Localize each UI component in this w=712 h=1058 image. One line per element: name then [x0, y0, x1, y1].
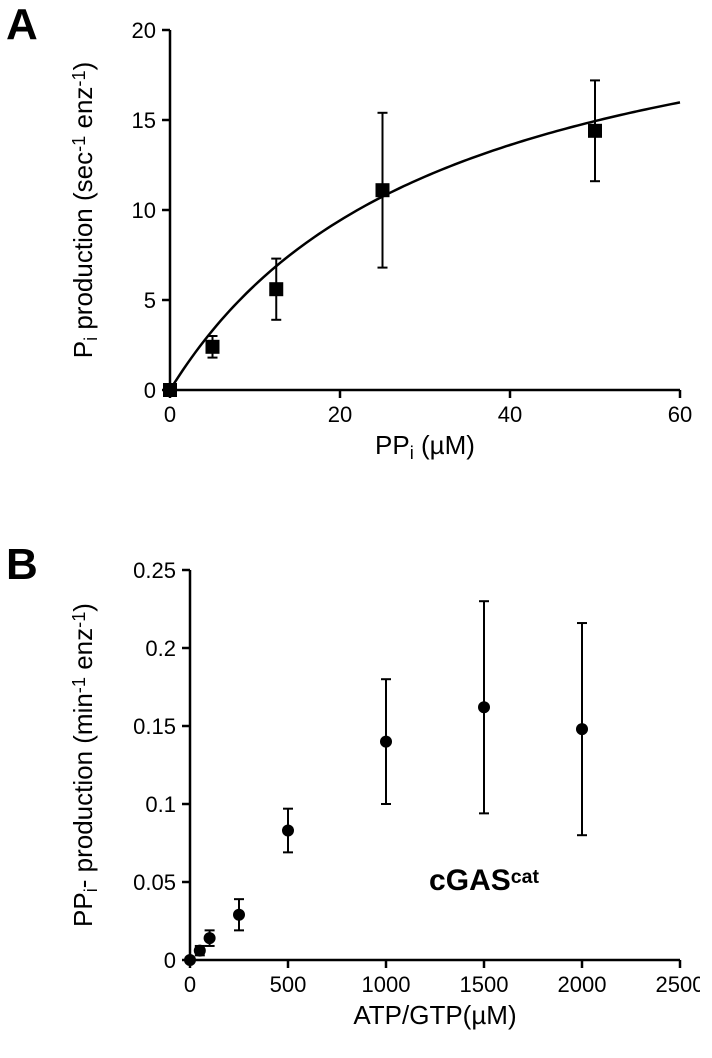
panel-b-svg: 0 500 1000 1500 2000 2500 0 0.05 0.1 0.15 0.2 0.25 A…	[60, 550, 700, 1040]
panel-b-point	[282, 825, 294, 837]
panel-b-point	[184, 954, 196, 966]
svg-text:20: 20	[328, 402, 352, 427]
panel-a-point	[163, 383, 177, 397]
svg-text:0: 0	[184, 972, 196, 997]
panel-b-point	[380, 736, 392, 748]
svg-text:2500: 2500	[656, 972, 700, 997]
panel-b-plot: 0 500 1000 1500 2000 2500 0 0.05 0.1 0.15 0.2 0.25 A…	[60, 550, 700, 1040]
svg-text:1500: 1500	[460, 972, 509, 997]
panel-b-label: B	[6, 540, 38, 590]
svg-text:2000: 2000	[558, 972, 607, 997]
svg-text:0: 0	[164, 948, 176, 973]
panel-b-ylabel: PPi- production (min-1 enz-1)	[68, 603, 101, 927]
svg-text:0.2: 0.2	[145, 636, 176, 661]
svg-text:500: 500	[270, 972, 307, 997]
svg-text:15: 15	[132, 108, 156, 133]
svg-text:40: 40	[498, 402, 522, 427]
svg-text:0.25: 0.25	[133, 558, 176, 583]
svg-text:60: 60	[668, 402, 692, 427]
panel-b-annotation: cGAScat	[429, 864, 539, 897]
svg-text:1000: 1000	[362, 972, 411, 997]
panel-b-point	[194, 945, 206, 957]
panel-a-xlabel: PPi (µM)	[375, 430, 475, 463]
svg-text:0: 0	[144, 378, 156, 403]
panel-a-point	[376, 183, 390, 197]
svg-text:0.05: 0.05	[133, 870, 176, 895]
svg-text:10: 10	[132, 198, 156, 223]
svg-text:0.15: 0.15	[133, 714, 176, 739]
svg-text:20: 20	[132, 18, 156, 43]
panel-a-label: A	[6, 0, 38, 50]
panel-b-xlabel: ATP/GTP(µM)	[353, 1000, 516, 1030]
panel-a-svg: 0 20 40 60 0 5 10 15 20 PPi (µM) Pi production (se…	[60, 10, 700, 470]
svg-text:5: 5	[144, 288, 156, 313]
panel-a-point	[206, 340, 220, 354]
panel-b-point	[576, 723, 588, 735]
panel-b-point	[233, 909, 245, 921]
svg-text:0: 0	[164, 402, 176, 427]
panel-b-point	[204, 932, 216, 944]
svg-text:0.1: 0.1	[145, 792, 176, 817]
panel-a-point	[588, 124, 602, 138]
panel-a-plot: 0 20 40 60 0 5 10 15 20 PPi (µM) Pi production (se…	[60, 10, 700, 470]
panel-a-point	[269, 282, 283, 296]
panel-b-point	[478, 701, 490, 713]
panel-a-fit-curve	[170, 102, 680, 390]
figure: A 0 20 40 60 0 5 10 15 20 PPi (µM) Pi production (…	[0, 0, 712, 1058]
panel-a-ylabel: Pi production (sec-1 enz-1)	[68, 62, 101, 359]
